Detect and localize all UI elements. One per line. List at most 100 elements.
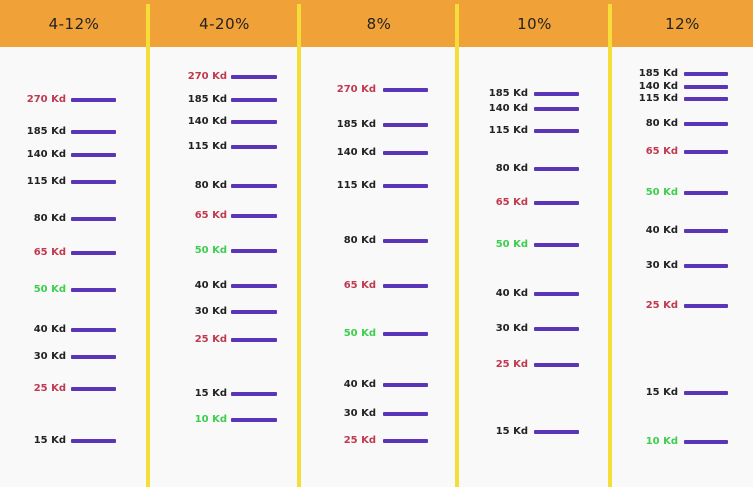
band-label: 270 Kd xyxy=(336,84,376,95)
lane-3: 8% 270 Kd 185 Kd 140 Kd 115 Kd 80 Kd 65 Kd 50 K… xyxy=(301,0,457,487)
band-label: 185 Kd xyxy=(488,88,528,99)
band-label: 115 Kd xyxy=(638,93,678,104)
lane-1: 4-12% 270 Kd 185 Kd 140 Kd 115 Kd 80 Kd 65 Kd 5… xyxy=(0,0,148,487)
band-label: 65 Kd xyxy=(194,210,227,221)
band-line xyxy=(383,439,428,443)
band-label: 50 Kd xyxy=(33,284,66,295)
band-label: 65 Kd xyxy=(645,146,678,157)
band-label: 65 Kd xyxy=(495,197,528,208)
band-label: 40 Kd xyxy=(194,280,227,291)
band-line xyxy=(231,98,277,102)
lane-divider xyxy=(608,4,612,487)
band-line xyxy=(71,130,116,134)
band-label: 80 Kd xyxy=(343,235,376,246)
band-line xyxy=(534,430,579,434)
band-line xyxy=(684,264,728,268)
band-line xyxy=(231,310,277,314)
band-line xyxy=(684,97,728,101)
band-line xyxy=(684,229,728,233)
band-line xyxy=(231,75,277,79)
band-line xyxy=(71,251,116,255)
band-label: 40 Kd xyxy=(495,288,528,299)
lane-divider xyxy=(146,4,150,487)
lane-title: 10% xyxy=(517,14,552,33)
band-line xyxy=(534,327,579,331)
band-label: 140 Kd xyxy=(187,116,227,127)
band-line xyxy=(231,249,277,253)
band-line xyxy=(71,439,116,443)
band-line xyxy=(231,418,277,422)
lane-divider xyxy=(455,4,459,487)
band-label: 80 Kd xyxy=(33,213,66,224)
band-line xyxy=(231,184,277,188)
band-line xyxy=(684,391,728,395)
band-label: 185 Kd xyxy=(638,68,678,79)
band-label: 25 Kd xyxy=(194,334,227,345)
band-line xyxy=(383,239,428,243)
band-label: 10 Kd xyxy=(645,436,678,447)
band-line xyxy=(383,332,428,336)
band-label: 65 Kd xyxy=(33,247,66,258)
band-label: 80 Kd xyxy=(495,163,528,174)
band-label: 25 Kd xyxy=(495,359,528,370)
band-label: 185 Kd xyxy=(26,126,66,137)
band-label: 10 Kd xyxy=(194,414,227,425)
band-label: 15 Kd xyxy=(33,435,66,446)
band-line xyxy=(534,107,579,111)
band-label: 50 Kd xyxy=(495,239,528,250)
lane-title: 4-20% xyxy=(199,14,250,33)
band-line xyxy=(534,92,579,96)
band-line xyxy=(71,355,116,359)
band-line xyxy=(383,383,428,387)
lane-2: 4-20% 270 Kd 185 Kd 140 Kd 115 Kd 80 Kd 65 Kd 5… xyxy=(150,0,299,487)
band-line xyxy=(231,145,277,149)
band-label: 15 Kd xyxy=(645,387,678,398)
lane-5: 12% 185 Kd 140 Kd 115 Kd 80 Kd 65 Kd 50 Kd 40 K… xyxy=(612,0,753,487)
band-label: 270 Kd xyxy=(187,71,227,82)
band-label: 40 Kd xyxy=(343,379,376,390)
band-line xyxy=(534,167,579,171)
band-line xyxy=(684,440,728,444)
band-line xyxy=(684,304,728,308)
band-label: 25 Kd xyxy=(645,300,678,311)
band-line xyxy=(534,201,579,205)
band-line xyxy=(534,292,579,296)
band-line xyxy=(684,122,728,126)
band-label: 270 Kd xyxy=(26,94,66,105)
band-label: 50 Kd xyxy=(194,245,227,256)
band-label: 50 Kd xyxy=(343,328,376,339)
band-label: 115 Kd xyxy=(26,176,66,187)
band-label: 185 Kd xyxy=(187,94,227,105)
band-line xyxy=(231,120,277,124)
band-line xyxy=(71,217,116,221)
band-line xyxy=(684,72,728,76)
band-line xyxy=(71,98,116,102)
band-line xyxy=(534,129,579,133)
band-label: 30 Kd xyxy=(33,351,66,362)
band-label: 140 Kd xyxy=(488,103,528,114)
band-label: 185 Kd xyxy=(336,119,376,130)
band-label: 80 Kd xyxy=(645,118,678,129)
band-label: 140 Kd xyxy=(26,149,66,160)
header-bar xyxy=(0,0,753,47)
band-line xyxy=(684,191,728,195)
band-line xyxy=(383,123,428,127)
band-line xyxy=(383,412,428,416)
band-line xyxy=(383,184,428,188)
lane-title: 12% xyxy=(665,14,700,33)
band-line xyxy=(71,387,116,391)
band-label: 15 Kd xyxy=(495,426,528,437)
band-label: 50 Kd xyxy=(645,187,678,198)
band-line xyxy=(383,151,428,155)
band-label: 25 Kd xyxy=(33,383,66,394)
band-label: 40 Kd xyxy=(33,324,66,335)
band-label: 25 Kd xyxy=(343,435,376,446)
band-label: 40 Kd xyxy=(645,225,678,236)
band-label: 15 Kd xyxy=(194,388,227,399)
band-line xyxy=(71,288,116,292)
band-label: 80 Kd xyxy=(194,180,227,191)
band-line xyxy=(71,153,116,157)
band-line xyxy=(534,363,579,367)
band-line xyxy=(383,284,428,288)
